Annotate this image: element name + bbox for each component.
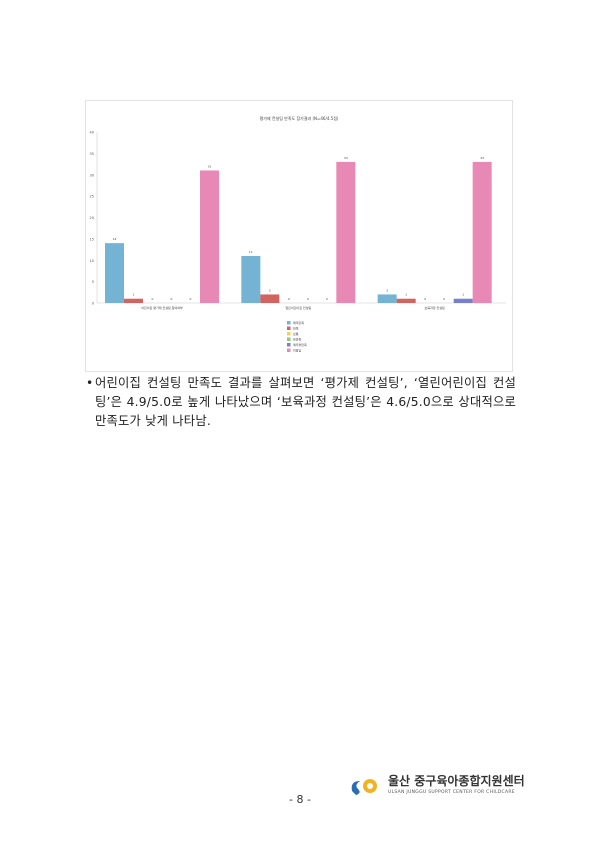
bar-6	[336, 161, 356, 303]
bar-2	[396, 298, 416, 303]
y-tick-label: 15	[90, 237, 94, 241]
x-tick-label: 열린어린이집 컨설팅	[285, 305, 311, 310]
data-label: 2	[269, 288, 271, 292]
legend-swatch	[287, 348, 291, 352]
data-label: 0	[443, 297, 445, 301]
chart-frame: 평가제 컨설팅 만족도 참가결과 (N=46/4.5점) 0 5 10 15 20 25 30…	[85, 100, 513, 372]
data-label: 2	[386, 288, 388, 292]
legend-label: 미응답	[293, 348, 302, 353]
data-label: 1	[462, 293, 464, 297]
data-label: 0	[190, 297, 192, 301]
paragraph-text: 어린이집 컨설팅 만족도 결과를 살펴보면 ‘평가제 컨설팅’, ‘열린어린이집…	[95, 376, 516, 428]
data-label: 0	[326, 297, 328, 301]
data-label: 33	[344, 156, 348, 160]
chart-title: 평가제 컨설팅 만족도 참가결과 (N=46/4.5점)	[260, 115, 339, 121]
logo-name: 울산 중구육아종합지원센터	[388, 774, 525, 788]
y-tick-label: 40	[90, 131, 94, 135]
data-label: 0	[307, 297, 309, 301]
bullet: •	[86, 376, 94, 390]
data-label: 0	[152, 297, 154, 301]
legend-swatch	[287, 326, 291, 330]
x-tick-label: 보육과정 컨설팅	[425, 305, 446, 310]
y-tick-label: 0	[92, 302, 94, 306]
y-tick-label: 35	[90, 152, 94, 156]
data-label: 33	[480, 156, 484, 160]
bar-1	[241, 255, 261, 303]
bar-2	[124, 298, 143, 303]
legend-swatch	[287, 343, 291, 347]
legend-label: 보통	[293, 331, 299, 336]
bar-6	[472, 161, 492, 303]
logo-subtitle: ULSAN JUNGGU SUPPORT CENTER FOR CHILDCAR…	[388, 790, 515, 795]
bar-1	[105, 243, 124, 303]
x-tick-label: 어린이집 평가제 컨설팅 참여여부	[141, 305, 183, 310]
y-tick-label: 30	[90, 173, 94, 177]
data-label: 0	[424, 297, 426, 301]
center-logo: 울산 중구육아종합지원센터 ULSAN JUNGGU SUPPORT CENTE…	[348, 774, 525, 798]
data-label: 14	[113, 237, 117, 241]
legend-label: 불만족	[293, 337, 302, 342]
data-label: 0	[171, 297, 173, 301]
legend-swatch	[287, 321, 291, 325]
bar-chart: 평가제 컨설팅 만족도 참가결과 (N=46/4.5점)051015202530…	[90, 115, 506, 353]
y-tick-label: 20	[90, 216, 94, 220]
logo-mark-icon	[351, 779, 377, 795]
y-tick-label: 10	[90, 259, 94, 263]
y-tick-label: 25	[90, 195, 94, 199]
data-label: 1	[133, 293, 135, 297]
data-label: 31	[208, 164, 212, 168]
legend-label: 매우만족	[293, 320, 304, 325]
legend-swatch	[287, 337, 291, 341]
legend-label: 매우불만족	[293, 342, 307, 347]
y-tick-label: 5	[92, 280, 94, 284]
bar-1	[377, 294, 397, 303]
data-label: 11	[249, 250, 253, 254]
page-number: - 8 -	[289, 793, 311, 806]
summary-paragraph: • 어린이집 컨설팅 만족도 결과를 살펴보면 ‘평가제 컨설팅’, ‘열린어린…	[86, 374, 516, 431]
bar-2	[260, 294, 280, 303]
bar-6	[200, 170, 219, 303]
data-label: 0	[288, 297, 290, 301]
bar-5	[453, 298, 473, 303]
data-label: 1	[405, 293, 407, 297]
legend-label: 만족	[293, 326, 299, 331]
legend-swatch	[287, 332, 291, 336]
